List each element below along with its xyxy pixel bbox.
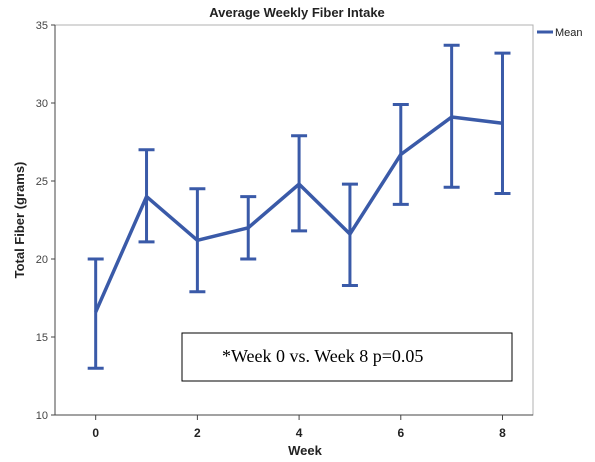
x-tick-label: 8 xyxy=(499,426,506,440)
y-tick-label: 20 xyxy=(36,254,48,266)
legend-label-mean: Mean xyxy=(555,27,583,39)
x-tick-label: 2 xyxy=(194,426,201,440)
x-tick-label: 6 xyxy=(397,426,404,440)
annotation-text: *Week 0 vs. Week 8 p=0.05 xyxy=(222,346,423,366)
y-tick-label: 25 xyxy=(36,176,48,188)
series-line-mean xyxy=(94,115,503,313)
chart-title: Average Weekly Fiber Intake xyxy=(209,5,385,20)
annotation-frame xyxy=(181,332,513,382)
series-layer xyxy=(87,43,511,370)
x-tick-label: 4 xyxy=(296,426,303,440)
y-tick-label: 35 xyxy=(36,20,48,32)
y-axis-ticks: 10 15 20 25 30 35 xyxy=(36,20,55,422)
y-tick-label: 15 xyxy=(36,332,48,344)
y-tick-label: 10 xyxy=(36,410,48,422)
annotation-box: *Week 0 vs. Week 8 p=0.05 xyxy=(181,332,513,382)
y-axis-label: Total Fiber (grams) xyxy=(12,162,27,279)
x-axis-label: Week xyxy=(288,443,322,458)
x-tick-label: 0 xyxy=(92,426,99,440)
x-axis-ticks: 0 2 4 6 8 xyxy=(92,415,506,440)
legend: Mean xyxy=(537,27,583,39)
y-tick-label: 30 xyxy=(36,98,48,110)
